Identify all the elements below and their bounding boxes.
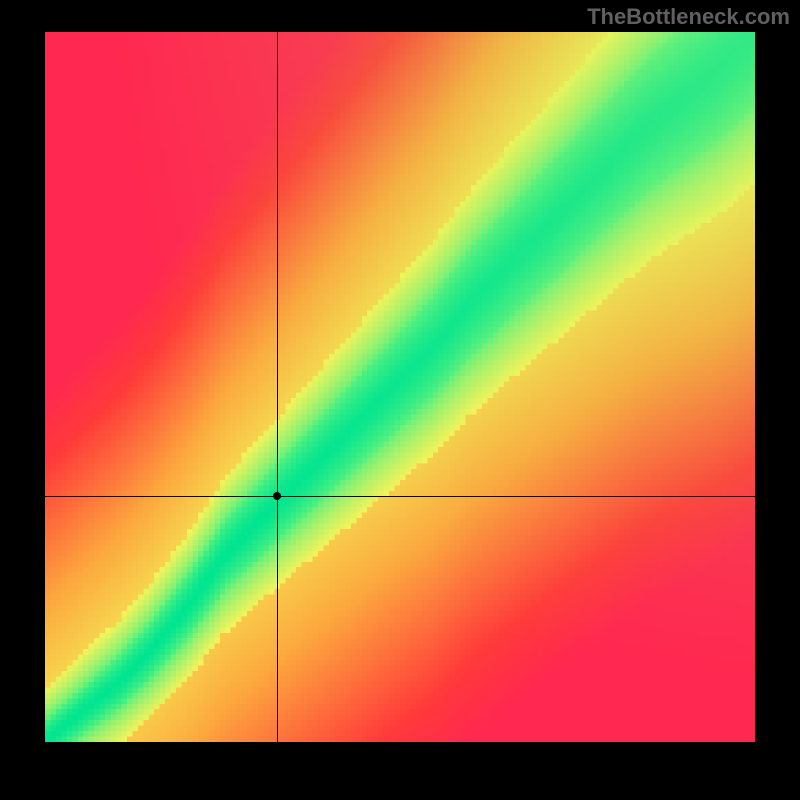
marker-dot [273,492,281,500]
watermark-text: TheBottleneck.com [587,4,790,30]
chart-container: TheBottleneck.com [0,0,800,800]
crosshair-horizontal [45,496,755,497]
plot-area [45,32,755,742]
heatmap-canvas [45,32,755,742]
crosshair-vertical [277,32,278,742]
